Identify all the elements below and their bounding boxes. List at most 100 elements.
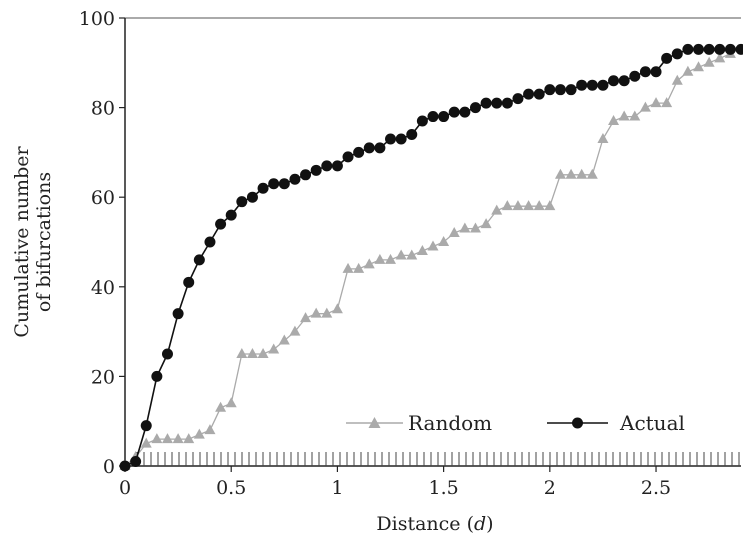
random-point bbox=[385, 253, 397, 264]
actual-point bbox=[385, 133, 397, 145]
random-point bbox=[278, 334, 290, 345]
distance-rug bbox=[136, 452, 740, 466]
actual-point bbox=[459, 106, 471, 118]
x-tick-label: 2 bbox=[544, 477, 556, 499]
random-point bbox=[671, 74, 683, 85]
actual-point bbox=[597, 79, 609, 91]
random-point bbox=[501, 200, 513, 211]
actual-point bbox=[671, 48, 683, 60]
random-point bbox=[140, 437, 152, 448]
actual-point bbox=[523, 88, 535, 100]
y-tick-label: 60 bbox=[91, 187, 115, 209]
random-point bbox=[151, 433, 163, 444]
random-point bbox=[480, 218, 492, 229]
random-point bbox=[544, 200, 556, 211]
actual-point bbox=[438, 111, 450, 123]
random-point bbox=[268, 343, 280, 354]
random-point bbox=[183, 433, 195, 444]
legend-item-random: Random bbox=[346, 411, 492, 435]
actual-point bbox=[703, 43, 715, 55]
actual-point bbox=[246, 191, 258, 203]
legend-label-actual: Actual bbox=[619, 411, 685, 435]
x-tick-label: 0.5 bbox=[216, 477, 246, 499]
actual-point bbox=[714, 43, 726, 55]
random-point bbox=[310, 307, 322, 318]
y-axis-title-line1: Cumulative number bbox=[11, 146, 33, 338]
actual-point bbox=[215, 218, 227, 230]
x-axis-title: Distance (d) bbox=[376, 513, 493, 535]
random-line bbox=[124, 53, 731, 467]
random-point bbox=[204, 424, 216, 435]
random-point bbox=[565, 168, 577, 179]
x-axis-title-close: ) bbox=[486, 513, 493, 535]
actual-point bbox=[491, 97, 503, 109]
actual-point bbox=[448, 106, 460, 118]
random-point bbox=[363, 258, 375, 269]
random-point bbox=[353, 262, 365, 273]
legend-marker-random bbox=[368, 417, 381, 428]
random-point bbox=[257, 348, 269, 358]
x-tick-label: 2.5 bbox=[641, 477, 671, 499]
actual-point bbox=[416, 115, 428, 127]
actual-point bbox=[172, 308, 184, 320]
actual-point bbox=[427, 111, 439, 123]
actual-point bbox=[289, 173, 301, 185]
actual-point bbox=[268, 178, 280, 190]
actual-point bbox=[193, 254, 205, 266]
series-actual bbox=[119, 43, 743, 472]
actual-point bbox=[501, 97, 513, 109]
actual-point bbox=[353, 146, 365, 158]
random-point bbox=[225, 397, 237, 408]
actual-point bbox=[586, 79, 598, 91]
actual-point bbox=[608, 75, 620, 87]
actual-point bbox=[618, 75, 630, 87]
actual-point bbox=[395, 133, 407, 145]
actual-point bbox=[650, 66, 662, 78]
actual-point bbox=[119, 460, 131, 472]
random-point bbox=[703, 56, 715, 67]
random-point bbox=[459, 222, 471, 233]
random-point bbox=[215, 401, 227, 412]
random-point bbox=[682, 65, 694, 76]
actual-point bbox=[140, 420, 152, 432]
actual-point bbox=[236, 196, 248, 208]
actual-point bbox=[576, 79, 588, 91]
x-tick-label: 1.5 bbox=[429, 477, 459, 499]
actual-point bbox=[512, 93, 524, 105]
x-tick-label: 0 bbox=[119, 477, 131, 499]
actual-point bbox=[469, 102, 481, 114]
random-point bbox=[533, 200, 545, 211]
actual-point bbox=[225, 209, 237, 221]
random-point bbox=[618, 110, 630, 121]
random-point bbox=[639, 101, 651, 112]
random-point bbox=[608, 115, 620, 126]
random-point bbox=[193, 428, 205, 439]
random-point bbox=[300, 312, 312, 323]
random-point bbox=[586, 168, 598, 179]
actual-point bbox=[183, 276, 195, 288]
random-point bbox=[650, 97, 662, 108]
random-point bbox=[406, 249, 418, 260]
random-point bbox=[416, 244, 428, 255]
actual-point bbox=[661, 52, 673, 64]
actual-point bbox=[363, 142, 375, 154]
random-point bbox=[236, 348, 248, 358]
random-point bbox=[554, 168, 566, 179]
legend: Random Actual bbox=[346, 411, 685, 435]
actual-point bbox=[406, 128, 418, 140]
actual-point bbox=[544, 84, 556, 96]
actual-point bbox=[321, 160, 333, 172]
random-point bbox=[693, 61, 705, 72]
actual-point bbox=[724, 43, 736, 55]
actual-point bbox=[554, 84, 566, 96]
y-tick-label: 80 bbox=[91, 98, 115, 120]
random-point bbox=[469, 222, 481, 233]
random-point bbox=[438, 236, 450, 246]
random-point bbox=[597, 132, 609, 143]
random-point bbox=[246, 348, 258, 358]
y-tick-label: 100 bbox=[79, 8, 115, 30]
actual-point bbox=[257, 182, 269, 194]
actual-point bbox=[533, 88, 545, 100]
x-tick-label: 1 bbox=[331, 477, 343, 499]
